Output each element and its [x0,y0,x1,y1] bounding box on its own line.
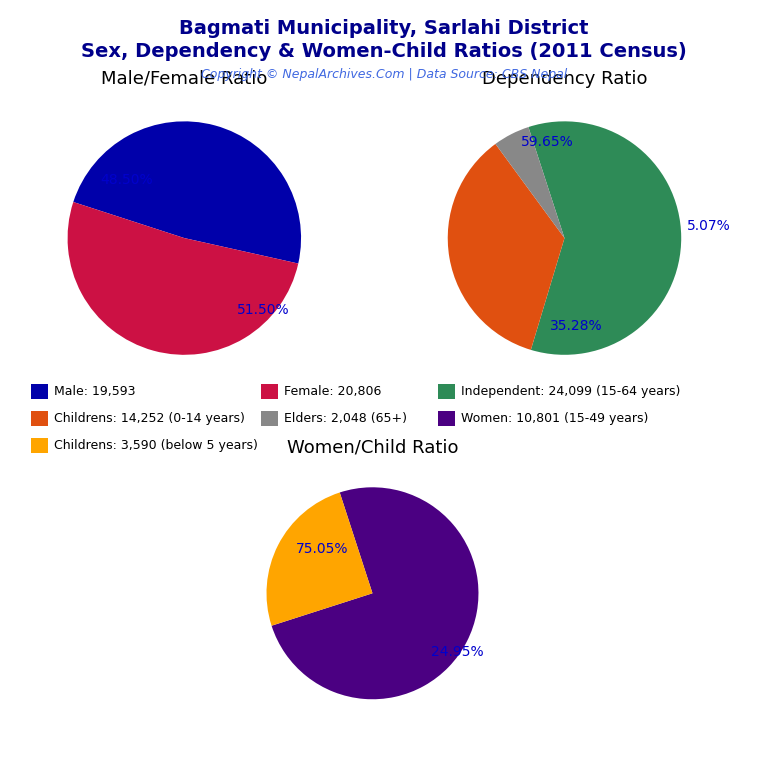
Text: 59.65%: 59.65% [521,135,574,149]
Wedge shape [448,144,564,350]
Wedge shape [528,121,681,355]
Text: Sex, Dependency & Women-Child Ratios (2011 Census): Sex, Dependency & Women-Child Ratios (20… [81,42,687,61]
Text: 24.95%: 24.95% [431,644,483,659]
Text: 48.50%: 48.50% [101,173,153,187]
Text: 35.28%: 35.28% [550,319,602,333]
Text: Male: 19,593: Male: 19,593 [54,386,135,398]
Text: 51.50%: 51.50% [237,303,290,317]
Text: 75.05%: 75.05% [296,541,349,556]
Title: Dependency Ratio: Dependency Ratio [482,70,647,88]
Text: Female: 20,806: Female: 20,806 [284,386,382,398]
Text: Elders: 2,048 (65+): Elders: 2,048 (65+) [284,412,407,425]
Title: Male/Female Ratio: Male/Female Ratio [101,70,267,88]
Text: Childrens: 14,252 (0-14 years): Childrens: 14,252 (0-14 years) [54,412,245,425]
Wedge shape [68,202,298,355]
Text: 5.07%: 5.07% [687,220,731,233]
Text: Childrens: 3,590 (below 5 years): Childrens: 3,590 (below 5 years) [54,439,257,452]
Text: Independent: 24,099 (15-64 years): Independent: 24,099 (15-64 years) [461,386,680,398]
Wedge shape [266,492,372,626]
Text: Copyright © NepalArchives.Com | Data Source: CBS Nepal: Copyright © NepalArchives.Com | Data Sou… [201,68,567,81]
Wedge shape [495,127,564,238]
Text: Women: 10,801 (15-49 years): Women: 10,801 (15-49 years) [461,412,648,425]
Wedge shape [272,488,478,699]
Wedge shape [73,121,301,263]
Text: Bagmati Municipality, Sarlahi District: Bagmati Municipality, Sarlahi District [179,19,589,38]
Title: Women/Child Ratio: Women/Child Ratio [286,439,458,456]
